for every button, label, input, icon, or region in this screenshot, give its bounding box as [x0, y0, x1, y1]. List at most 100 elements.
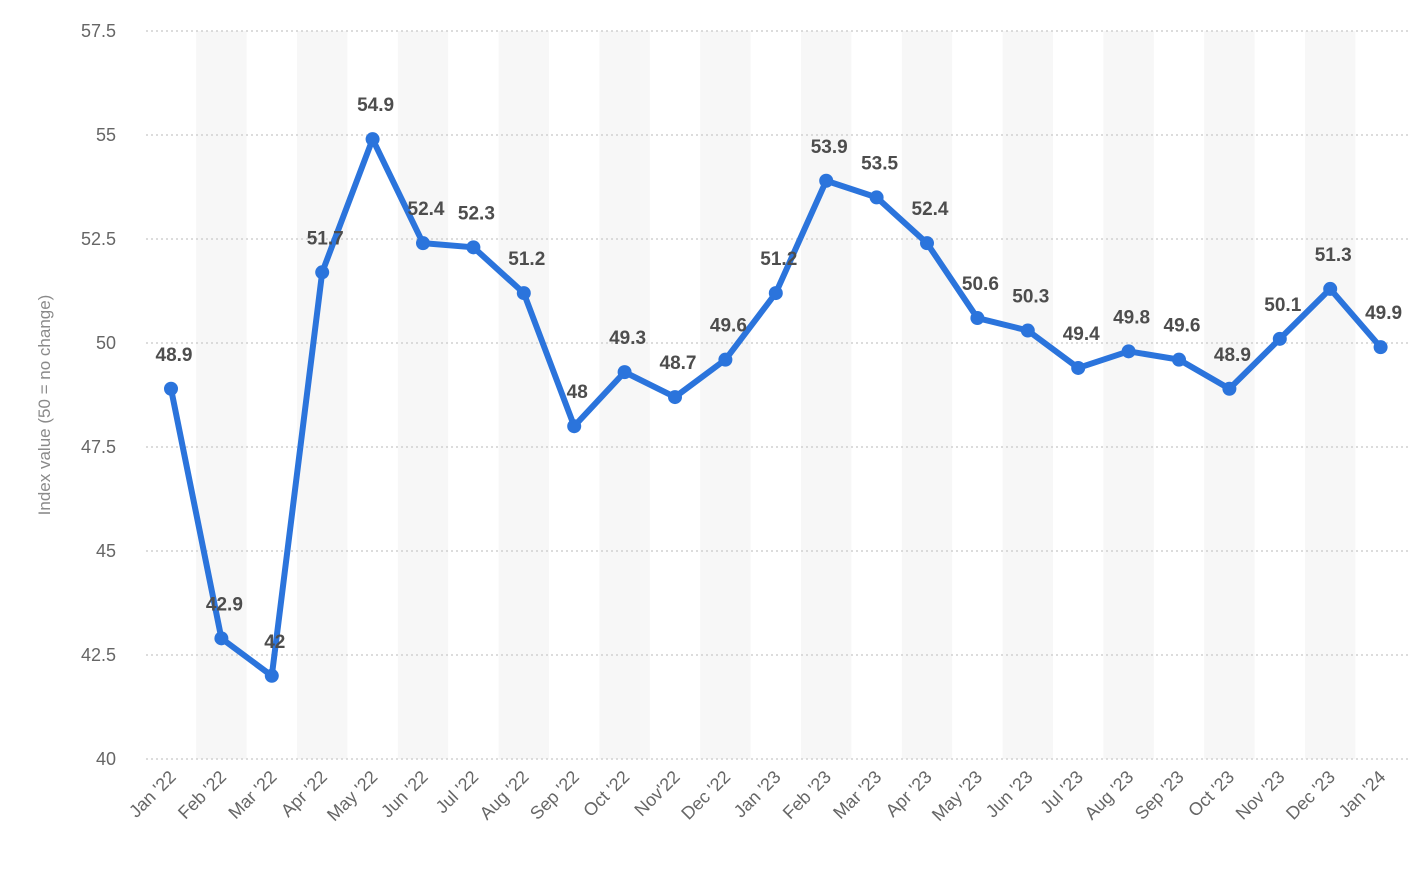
x-tick-label: Oct '23 — [1184, 767, 1238, 821]
x-tick-label: Mar '22 — [224, 767, 280, 823]
data-label: 50.6 — [962, 274, 999, 295]
data-label: 49.6 — [1164, 316, 1201, 337]
y-tick-label: 57.5 — [81, 21, 116, 41]
data-label: 53.5 — [861, 153, 898, 174]
data-point[interactable] — [1071, 360, 1086, 375]
data-point[interactable] — [466, 240, 481, 255]
data-label: 51.2 — [760, 249, 797, 270]
data-label: 49.4 — [1063, 324, 1100, 345]
y-tick-label: 45 — [96, 541, 116, 561]
y-tick-label: 55 — [96, 125, 116, 145]
y-axis-ticks: 40 42.5 45 47.5 50 52.5 55 57.5 — [81, 21, 116, 769]
x-tick-label: Jan '24 — [1335, 767, 1390, 822]
data-label: 49.6 — [710, 316, 747, 337]
data-point[interactable] — [1222, 381, 1237, 396]
data-label: 52.4 — [912, 199, 949, 220]
data-point[interactable] — [970, 311, 985, 326]
data-point[interactable] — [819, 173, 834, 188]
data-label: 50.1 — [1264, 295, 1301, 316]
x-tick-label: Apr '23 — [882, 767, 936, 821]
data-label: 49.9 — [1365, 303, 1402, 324]
x-tick-label: Jun '23 — [982, 767, 1037, 822]
data-label: 52.3 — [458, 203, 495, 224]
data-label: 49.3 — [609, 328, 646, 349]
x-tick-label: Aug '23 — [1081, 767, 1138, 824]
data-point[interactable] — [1373, 340, 1388, 355]
data-label: 42 — [264, 632, 285, 653]
data-point[interactable] — [365, 132, 380, 147]
data-label: 53.9 — [811, 137, 848, 158]
x-tick-label: Nov '23 — [1232, 767, 1289, 824]
x-tick-label: Jun '22 — [377, 767, 432, 822]
background-band — [700, 31, 751, 759]
data-point[interactable] — [1121, 344, 1136, 359]
x-tick-label: Feb '22 — [174, 767, 230, 823]
data-label: 49.8 — [1113, 307, 1150, 328]
x-tick-label: Apr '22 — [277, 767, 331, 821]
data-labels: 48.9 42.9 42 51.7 54.9 52.4 52.3 51.2 48 49.3 48.7… — [156, 95, 1403, 653]
data-point[interactable] — [1272, 331, 1287, 346]
alternating-bands — [196, 31, 1356, 759]
data-point[interactable] — [768, 286, 783, 301]
background-band — [1305, 31, 1356, 759]
data-point[interactable] — [1020, 323, 1035, 338]
data-point[interactable] — [668, 390, 682, 405]
x-tick-label: Nov'22 — [630, 767, 683, 820]
background-band — [498, 31, 549, 759]
x-tick-label: Mar '23 — [829, 767, 885, 823]
data-point[interactable] — [1172, 352, 1186, 367]
data-point[interactable] — [264, 668, 279, 683]
data-point[interactable] — [516, 286, 531, 301]
x-tick-label: Sep '22 — [526, 767, 583, 824]
data-point[interactable] — [416, 236, 430, 251]
x-tick-label: Aug '22 — [476, 767, 533, 824]
y-tick-label: 52.5 — [81, 229, 116, 249]
x-tick-label: Jan '22 — [125, 767, 180, 822]
y-tick-label: 42.5 — [81, 645, 116, 665]
series-line — [168, 136, 1384, 679]
data-label: 42.9 — [206, 594, 243, 615]
data-label: 48.9 — [1214, 345, 1251, 366]
background-band — [599, 31, 650, 759]
x-tick-label: May '23 — [928, 767, 986, 825]
background-band — [397, 31, 449, 759]
data-point[interactable] — [315, 265, 330, 280]
background-band — [1103, 31, 1154, 759]
x-tick-label: Sep '23 — [1131, 767, 1188, 824]
x-tick-label: Dec '22 — [677, 767, 734, 824]
background-band — [1002, 31, 1053, 759]
x-tick-label: Oct '22 — [579, 767, 633, 821]
y-tick-label: 40 — [96, 749, 116, 769]
x-tick-label: Feb '23 — [779, 767, 835, 823]
data-point[interactable] — [1323, 281, 1338, 296]
data-point[interactable] — [718, 352, 733, 367]
series-group — [164, 132, 1388, 683]
background-band — [801, 31, 852, 759]
data-point[interactable] — [869, 190, 884, 205]
data-label: 48.9 — [156, 345, 193, 366]
x-tick-label: Jan '23 — [730, 767, 785, 822]
data-point[interactable] — [567, 419, 582, 434]
y-tick-label: 47.5 — [81, 437, 116, 457]
x-tick-label: May '22 — [323, 767, 381, 825]
background-band — [901, 31, 953, 759]
data-label: 51.3 — [1315, 245, 1352, 266]
data-label: 48 — [567, 382, 588, 403]
data-point[interactable] — [617, 365, 632, 380]
data-label: 48.7 — [660, 353, 697, 374]
data-label: 50.3 — [1012, 287, 1049, 308]
data-label: 54.9 — [357, 95, 394, 116]
data-label: 51.2 — [508, 249, 545, 270]
data-point[interactable] — [920, 236, 934, 251]
gridlines — [146, 30, 1408, 760]
y-axis-title: Index value (50 = no change) — [35, 295, 54, 516]
data-point[interactable] — [164, 381, 178, 396]
data-label: 52.4 — [408, 199, 445, 220]
data-label: 51.7 — [307, 228, 344, 249]
y-tick-label: 50 — [96, 333, 116, 353]
x-tick-label: Dec '23 — [1282, 767, 1339, 824]
data-point[interactable] — [214, 631, 229, 646]
